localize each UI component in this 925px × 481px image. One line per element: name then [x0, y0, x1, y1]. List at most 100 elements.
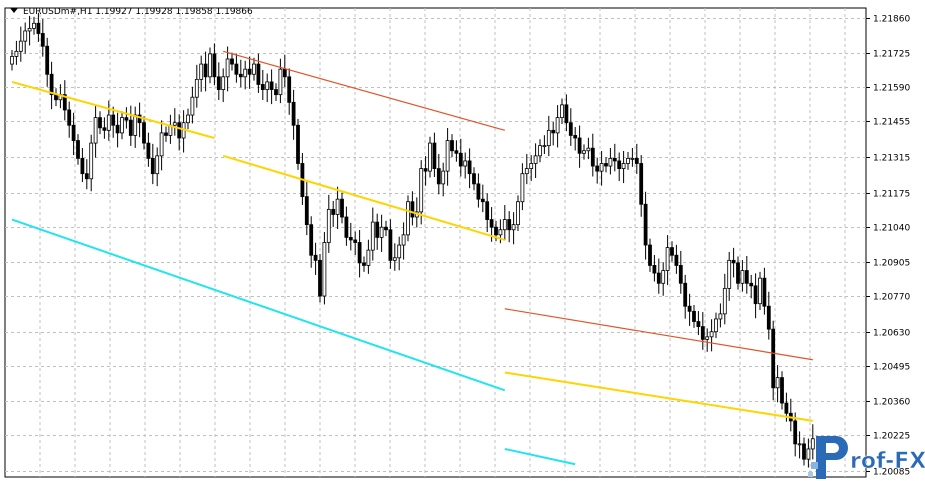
candle-body[interactable]: [89, 142, 94, 180]
candle-body[interactable]: [172, 122, 177, 126]
candle-body[interactable]: [155, 155, 160, 175]
plot-area[interactable]: [4, 7, 867, 478]
trend-line[interactable]: [504, 371, 813, 422]
candle-body[interactable]: [749, 282, 754, 287]
candle-body[interactable]: [480, 198, 485, 203]
candle-body[interactable]: [190, 96, 195, 116]
candle-body[interactable]: [93, 117, 98, 144]
trend-line[interactable]: [11, 218, 506, 392]
candle-body[interactable]: [410, 201, 415, 218]
candle-body[interactable]: [485, 201, 490, 220]
candle-body[interactable]: [401, 234, 406, 246]
candle-body[interactable]: [502, 219, 507, 231]
candle-body[interactable]: [106, 114, 111, 131]
candle-body[interactable]: [137, 114, 142, 124]
candle-body[interactable]: [287, 76, 292, 103]
candle-body[interactable]: [14, 50, 19, 57]
candle-body[interactable]: [344, 216, 349, 238]
candle-body[interactable]: [810, 438, 815, 450]
candle-body[interactable]: [98, 117, 102, 129]
candle-body[interactable]: [564, 104, 569, 124]
candle-body[interactable]: [454, 150, 459, 154]
candle-body[interactable]: [590, 147, 595, 167]
candle-body[interactable]: [397, 244, 402, 259]
candle-body[interactable]: [366, 249, 371, 266]
candle-body[interactable]: [630, 157, 635, 160]
candle-body[interactable]: [234, 63, 239, 75]
candle-body[interactable]: [40, 33, 45, 47]
candle-body[interactable]: [516, 201, 520, 226]
candle-body[interactable]: [335, 198, 340, 215]
candle-body[interactable]: [291, 101, 296, 126]
candle-body[interactable]: [318, 259, 322, 297]
trend-line[interactable]: [504, 447, 576, 466]
candle-body[interactable]: [238, 73, 243, 78]
candle-body[interactable]: [498, 229, 503, 236]
candle-body[interactable]: [586, 147, 591, 152]
candle-body[interactable]: [124, 117, 129, 121]
candle-body[interactable]: [780, 377, 784, 404]
candle-body[interactable]: [692, 310, 696, 322]
candle-body[interactable]: [687, 305, 692, 312]
candle-body[interactable]: [331, 208, 336, 215]
candle-body[interactable]: [432, 142, 437, 169]
candle-body[interactable]: [582, 150, 586, 154]
candle-body[interactable]: [164, 132, 168, 136]
candle-body[interactable]: [520, 173, 525, 203]
candle-body[interactable]: [340, 198, 344, 218]
candle-body[interactable]: [309, 224, 314, 256]
candle-body[interactable]: [670, 247, 674, 256]
candle-body[interactable]: [392, 257, 397, 261]
candle-body[interactable]: [243, 68, 248, 78]
candle-body[interactable]: [797, 443, 802, 446]
candle-body[interactable]: [357, 242, 362, 264]
candle-body[interactable]: [472, 173, 476, 185]
candle-body[interactable]: [802, 443, 806, 460]
candle-body[interactable]: [221, 76, 226, 90]
candle-body[interactable]: [406, 201, 410, 236]
candle-body[interactable]: [652, 265, 657, 274]
candle-body[interactable]: [762, 277, 767, 307]
candle-body[interactable]: [661, 270, 666, 284]
candle-body[interactable]: [67, 109, 72, 126]
candle-body[interactable]: [102, 127, 107, 131]
candle-body[interactable]: [529, 163, 534, 169]
trend-line[interactable]: [11, 80, 215, 139]
candle-body[interactable]: [476, 183, 481, 200]
candle-body[interactable]: [450, 140, 454, 152]
candle-body[interactable]: [278, 68, 283, 96]
candle-body[interactable]: [612, 157, 617, 162]
candle-body[interactable]: [76, 140, 80, 159]
candle-body[interactable]: [621, 163, 626, 169]
candle-body[interactable]: [700, 326, 705, 340]
candle-body[interactable]: [45, 45, 50, 75]
candle-body[interactable]: [524, 168, 529, 175]
candle-body[interactable]: [458, 152, 463, 167]
candle-body[interactable]: [269, 81, 274, 90]
candle-body[interactable]: [511, 224, 516, 231]
candle-body[interactable]: [793, 420, 798, 445]
candle-body[interactable]: [731, 259, 736, 264]
candle-body[interactable]: [247, 68, 252, 75]
candle-body[interactable]: [133, 114, 138, 136]
candle-body[interactable]: [463, 160, 468, 167]
candle-body[interactable]: [441, 170, 446, 185]
candle-body[interactable]: [599, 163, 604, 172]
trend-line[interactable]: [223, 50, 505, 131]
trend-line[interactable]: [504, 308, 813, 361]
candle-body[interactable]: [384, 226, 388, 231]
candle-body[interactable]: [740, 270, 745, 284]
candle-body[interactable]: [84, 173, 89, 180]
candle-body[interactable]: [282, 68, 287, 78]
candle-body[interactable]: [648, 244, 652, 266]
candle-body[interactable]: [494, 226, 498, 236]
candle-body[interactable]: [142, 122, 146, 144]
candle-body[interactable]: [370, 221, 375, 251]
candle-body[interactable]: [194, 78, 199, 98]
candle-body[interactable]: [10, 56, 14, 65]
candle-body[interactable]: [674, 254, 679, 266]
candle-body[interactable]: [643, 203, 648, 246]
candle-body[interactable]: [683, 282, 688, 307]
candle-body[interactable]: [375, 221, 380, 238]
